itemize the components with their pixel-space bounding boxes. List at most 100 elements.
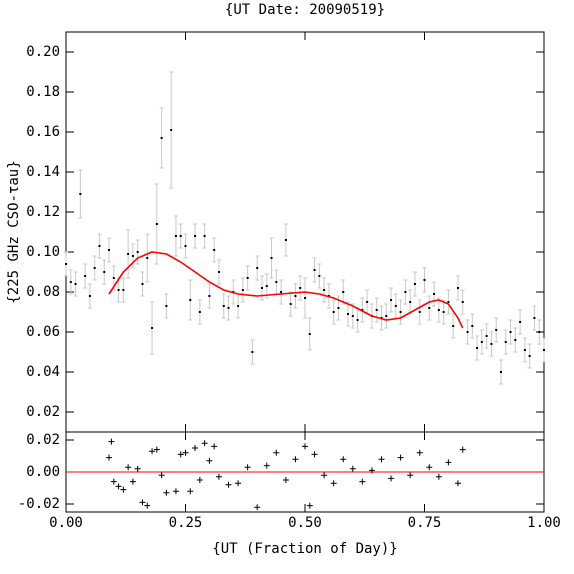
residual-point (306, 502, 313, 509)
y-tick-label: 0.06 (26, 324, 60, 340)
data-point (394, 305, 397, 307)
data-point (251, 351, 254, 353)
residual-point (416, 449, 423, 456)
data-point (514, 339, 517, 341)
residual-point (330, 480, 337, 487)
data-point (323, 289, 326, 291)
data-point (203, 235, 206, 237)
data-point (399, 311, 402, 313)
data-point (284, 239, 287, 241)
data-point (476, 347, 479, 349)
data-point (318, 275, 321, 277)
data-point (490, 343, 493, 345)
residual-point (201, 440, 208, 447)
y-tick-label: 0.10 (26, 244, 60, 260)
data-point (112, 277, 115, 279)
residual-point (435, 473, 442, 480)
residual-point (110, 478, 117, 485)
data-point (409, 301, 412, 303)
residual-point (254, 504, 261, 511)
data-point (265, 285, 268, 287)
data-point (237, 305, 240, 307)
data-point (466, 331, 469, 333)
data-point (155, 223, 158, 225)
data-point (227, 307, 230, 309)
residual-point (177, 451, 184, 458)
data-point (174, 235, 177, 237)
data-point (456, 287, 459, 289)
data-point (160, 137, 163, 139)
y-tick-label: 0.12 (26, 204, 60, 220)
y-tick-label: 0.00 (26, 464, 60, 480)
residual-point (139, 499, 146, 506)
residual-point (134, 465, 141, 472)
data-point (452, 325, 455, 327)
data-point (471, 325, 474, 327)
data-point (404, 291, 407, 293)
data-point (428, 307, 431, 309)
residual-point (349, 465, 356, 472)
data-point (275, 281, 278, 283)
data-point (88, 295, 91, 297)
data-point (356, 319, 359, 321)
data-point (213, 249, 216, 251)
data-point (304, 297, 306, 299)
residual-point (129, 478, 136, 485)
data-point (241, 289, 244, 291)
y-tick-label: 0.16 (26, 124, 60, 140)
data-point (179, 235, 182, 237)
data-point (217, 271, 220, 273)
x-axis-label: {UT (Fraction of Day)} (212, 541, 397, 557)
residual-point (368, 467, 375, 474)
data-point (222, 305, 225, 307)
data-point (141, 283, 144, 285)
data-point (165, 305, 168, 307)
residual-point (459, 446, 466, 453)
residual-point (120, 486, 127, 493)
data-point (308, 333, 311, 335)
data-point (280, 291, 283, 293)
data-point (79, 193, 82, 195)
fit-line (108, 251, 464, 329)
data-point (146, 257, 149, 259)
data-point (543, 349, 545, 351)
residual-point (397, 454, 404, 461)
data-point (528, 355, 531, 357)
data-point (117, 289, 120, 291)
data-point (485, 335, 488, 337)
residual-point (115, 483, 122, 490)
data-point (390, 299, 393, 301)
y-tick-label: 0.02 (26, 404, 60, 420)
data-point (69, 281, 72, 283)
data-point (351, 315, 354, 317)
residual-point (158, 472, 165, 479)
data-point (289, 303, 292, 305)
y-tick-label: 0.18 (26, 84, 60, 100)
residual-point (172, 488, 179, 495)
residual-point (153, 446, 160, 453)
data-point (361, 309, 364, 311)
data-point (366, 301, 369, 303)
residual-point (244, 464, 251, 471)
data-point (127, 253, 130, 255)
residual-point (187, 488, 194, 495)
data-point (270, 257, 273, 259)
data-point (198, 311, 201, 313)
residual-point (321, 472, 328, 479)
data-point (480, 341, 483, 343)
data-point (84, 275, 87, 277)
residual-point (196, 477, 203, 483)
data-point (418, 311, 421, 313)
top-frame (65, 31, 545, 433)
residual-point (302, 443, 308, 450)
data-point (499, 371, 502, 373)
residual-point (340, 456, 347, 463)
data-point (433, 293, 436, 295)
data-point (437, 309, 440, 311)
data-point (495, 329, 498, 331)
data-point (184, 245, 187, 247)
data-point (533, 317, 536, 319)
data-point (103, 271, 106, 273)
x-tick-label: 0.75 (408, 515, 442, 531)
